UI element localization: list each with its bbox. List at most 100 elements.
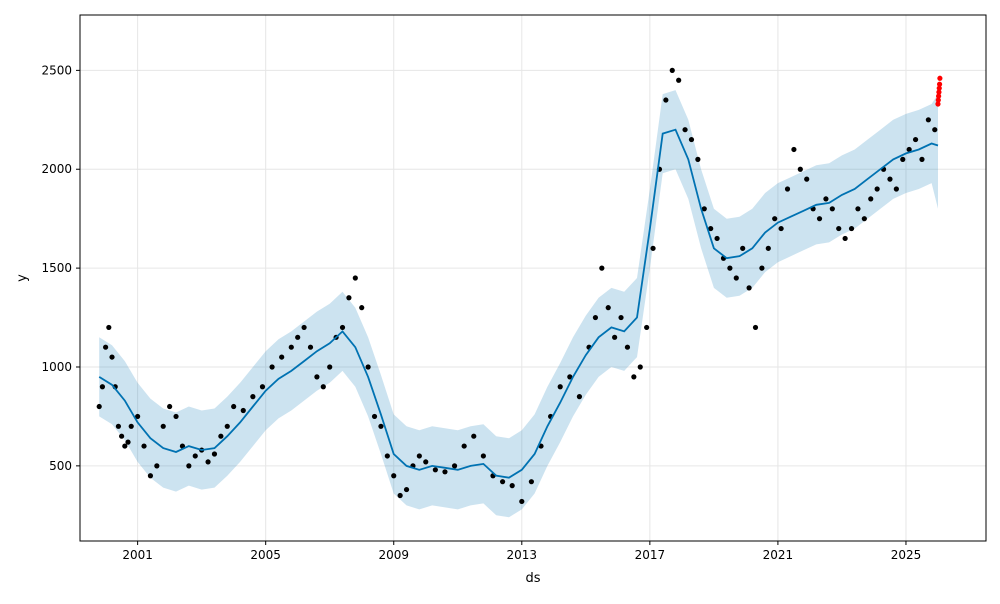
observed-point [599,265,605,271]
observed-point [778,225,784,232]
observed-point [384,453,390,459]
observed-point [644,324,650,331]
observed-point [301,324,307,331]
observed-point [727,265,733,271]
observed-point [695,156,701,162]
observed-point [519,498,525,505]
observed-point [307,344,314,350]
uncertainty-band-layer [99,90,938,518]
observed-point [576,394,583,400]
observed-point [371,413,378,420]
test-point [936,93,942,99]
observed-point [557,384,563,390]
observed-point [605,305,611,311]
observed-point [160,423,166,429]
observed-point [359,305,365,311]
observed-point [192,453,198,459]
observed-point [637,364,643,370]
observed-point [250,394,256,400]
observed-point [682,127,688,133]
observed-point [676,77,682,83]
test-point [936,85,942,91]
y-axis-label: y [15,274,30,282]
x-tick-label: 2021 [763,548,794,562]
observed-point [128,423,134,429]
observed-point [528,479,534,485]
observed-point [173,413,179,420]
observed-point [842,235,848,242]
observed-point [103,344,109,350]
forecast-line [98,128,939,479]
observed-point [259,384,266,390]
observed-point [861,216,867,222]
y-tick-label: 1000 [41,360,72,374]
observed-point [167,403,173,410]
observed-point [797,166,803,172]
observed-point [868,196,874,202]
x-tick-label: 2017 [635,548,666,562]
observed-point [874,186,880,192]
observed-point [701,206,707,212]
y-tick-label: 2500 [41,63,72,77]
observed-point [708,225,714,232]
observed-point [848,225,855,232]
observed-point [855,206,861,212]
observed-points-layer [96,67,938,505]
observed-point [147,473,154,479]
x-axis-ticks: 2001 2005 2009 2013 2017 2021 2025 [122,541,921,562]
observed-point [125,439,131,445]
observed-point [397,492,403,499]
test-point [937,75,943,81]
observed-point [352,275,358,281]
observed-point [816,216,823,222]
observed-point [746,285,752,291]
observed-point [688,136,695,143]
test-point [935,101,941,107]
observed-point [109,354,115,360]
observed-point [122,443,128,449]
observed-point [135,413,141,420]
observed-point [887,176,893,182]
x-tick-label: 2025 [891,548,922,562]
observed-point [624,344,631,350]
observed-point [378,423,384,429]
observed-point [346,295,352,301]
x-tick-label: 2009 [378,548,409,562]
y-tick-label: 1500 [41,261,72,275]
observed-point [154,463,160,469]
observed-point [99,384,106,390]
x-tick-label: 2013 [507,548,538,562]
observed-point [592,314,599,321]
observed-point [327,364,333,370]
test-point [936,89,942,95]
observed-point [186,463,192,469]
observed-point [912,136,919,143]
observed-point [423,459,429,465]
observed-point [919,156,925,162]
observed-point [218,433,224,439]
observed-point [772,216,778,222]
y-tick-label: 500 [49,459,72,473]
observed-point [416,453,422,459]
observed-point [115,423,122,429]
observed-point [240,407,246,414]
observed-point [403,486,410,493]
observed-point [759,265,765,271]
grid-lines [80,15,986,541]
observed-point [829,206,835,212]
y-axis-ticks: 500 1000 1500 2000 2500 [41,63,80,473]
observed-point [480,453,486,459]
observed-point [836,225,842,232]
observed-point [432,467,438,473]
observed-point [567,374,573,380]
observed-point [471,433,477,439]
observed-point [893,186,899,192]
observed-point [663,97,669,103]
observed-point [669,67,675,73]
observed-point [96,403,102,410]
observed-point [205,459,211,465]
observed-point [320,384,326,390]
observed-point [631,374,637,380]
observed-point [740,245,746,251]
